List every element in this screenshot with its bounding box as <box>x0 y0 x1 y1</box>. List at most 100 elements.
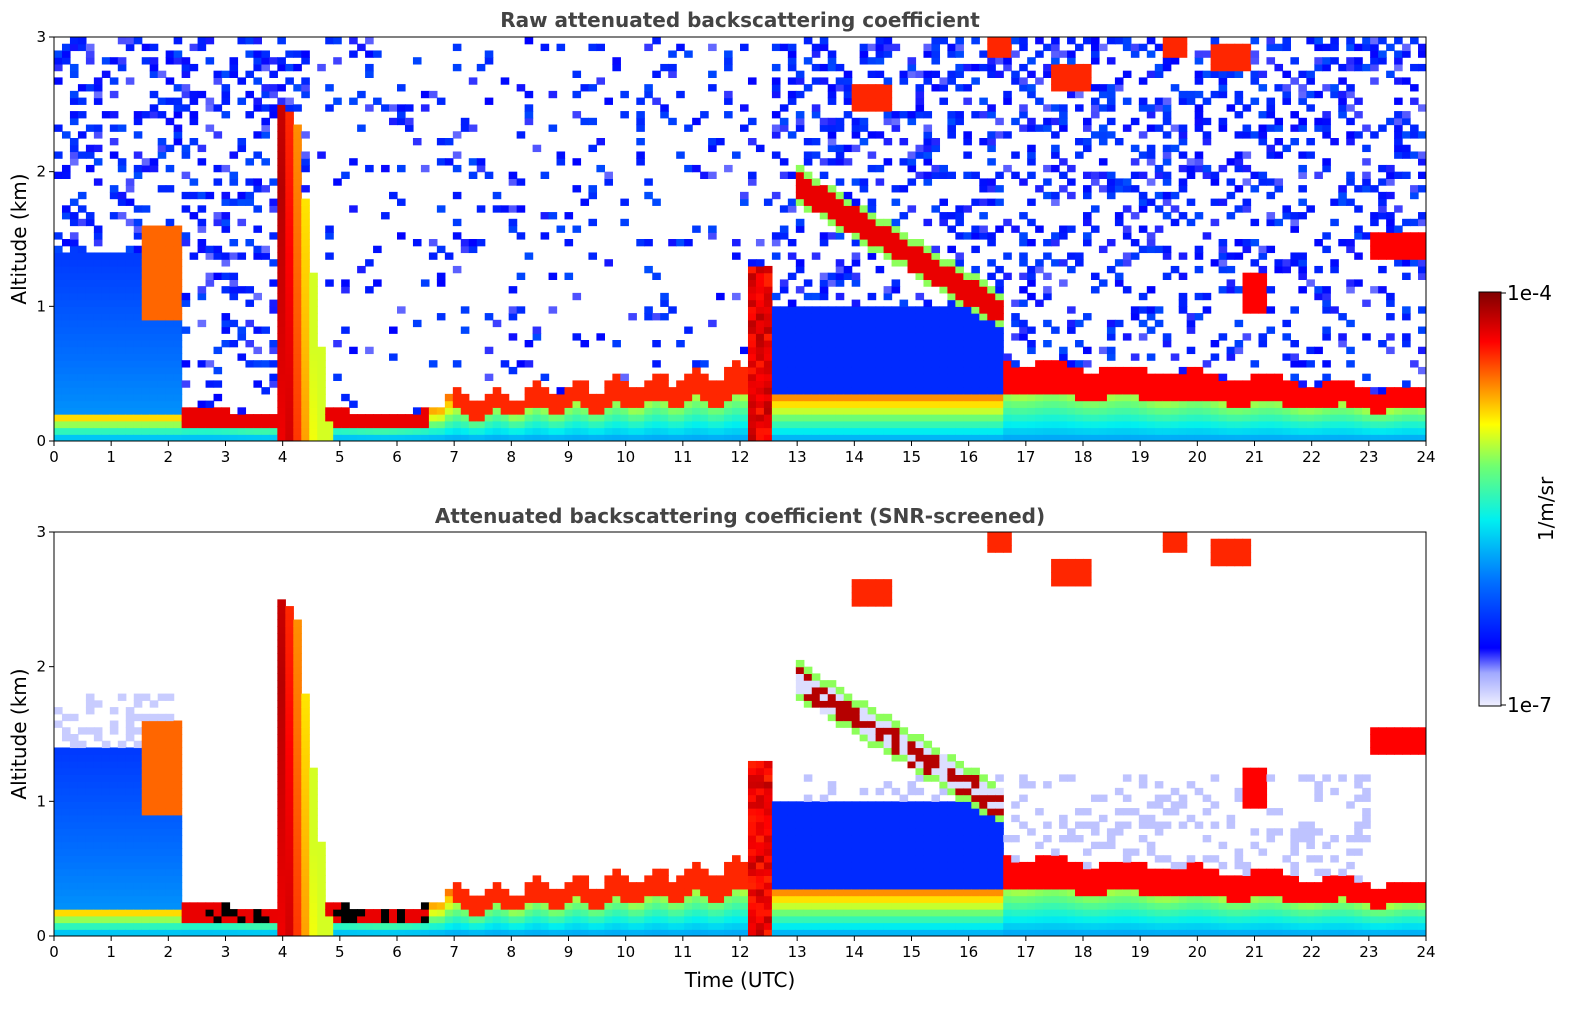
heatmap-cell <box>93 407 103 415</box>
heatmap-cell <box>1051 131 1060 139</box>
heatmap-cell <box>165 279 175 287</box>
heatmap-cell <box>883 77 893 85</box>
heatmap-cell <box>1194 420 1204 429</box>
heatmap-cell <box>69 393 79 402</box>
heatmap-cell <box>277 922 286 930</box>
heatmap-cell <box>373 420 382 429</box>
heatmap-cell <box>1122 387 1132 395</box>
heatmap-cell <box>189 63 199 72</box>
heatmap-cell <box>1130 144 1140 153</box>
heatmap-cell <box>141 272 151 280</box>
heatmap-cell <box>1194 434 1204 441</box>
heatmap-cell <box>309 279 318 287</box>
heatmap-cell <box>1051 84 1060 92</box>
heatmap-cell <box>795 191 805 200</box>
heatmap-cell <box>101 821 111 829</box>
heatmap-cell <box>1258 292 1268 301</box>
heatmap-cell <box>285 340 294 348</box>
heatmap-cell <box>77 353 87 361</box>
heatmap-cell <box>1226 380 1236 388</box>
heatmap-cell <box>644 414 653 422</box>
heatmap-cell <box>1258 306 1268 314</box>
heatmap-cell <box>1346 37 1355 45</box>
heatmap-cell <box>947 70 956 78</box>
heatmap-cell <box>1322 57 1331 65</box>
heatmap-cell <box>747 265 757 274</box>
heatmap-cell <box>492 319 502 328</box>
heatmap-cell <box>979 353 988 361</box>
heatmap-cell <box>843 366 853 375</box>
heatmap-cell <box>859 84 869 92</box>
heatmap-cell <box>1226 70 1236 78</box>
heatmap-cell <box>221 286 231 294</box>
heatmap-cell <box>588 393 598 402</box>
heatmap-cell <box>875 366 885 375</box>
heatmap-cell <box>125 346 135 355</box>
heatmap-cell <box>1067 84 1076 92</box>
heatmap-cell <box>253 427 262 435</box>
heatmap-cell <box>1130 171 1140 179</box>
heatmap-cell <box>1330 420 1339 429</box>
heatmap-cell <box>851 373 861 381</box>
heatmap-cell <box>197 245 207 254</box>
heatmap-cell <box>1218 70 1228 78</box>
heatmap-cell <box>1330 43 1339 52</box>
heatmap-cell <box>117 868 127 876</box>
heatmap-cell <box>109 875 119 883</box>
heatmap-cell <box>109 794 119 802</box>
heatmap-cell <box>883 111 893 119</box>
heatmap-cell <box>891 333 901 341</box>
heatmap-cell <box>787 427 797 435</box>
heatmap-cell <box>237 252 247 260</box>
heatmap-cell <box>1083 191 1092 200</box>
heatmap-cell <box>1402 151 1411 159</box>
heatmap-cell <box>763 265 773 274</box>
heatmap-cell <box>277 888 286 897</box>
heatmap-cell <box>69 63 79 72</box>
heatmap-cell <box>285 117 294 126</box>
heatmap-cell <box>1282 144 1291 153</box>
heatmap-cell <box>428 360 438 368</box>
heatmap-cell <box>293 245 302 254</box>
heatmap-cell <box>500 400 510 408</box>
heatmap-cell <box>85 333 95 341</box>
heatmap-cell <box>349 37 358 45</box>
heatmap-cell <box>54 808 63 816</box>
heatmap-cell <box>779 340 789 348</box>
heatmap-cell <box>803 292 813 301</box>
heatmap-cell <box>1138 104 1148 112</box>
heatmap-cell <box>1314 434 1323 441</box>
heatmap-cell <box>1075 77 1084 85</box>
heatmap-cell <box>69 814 79 823</box>
heatmap-cell <box>979 380 988 388</box>
heatmap-cell <box>317 151 326 159</box>
heatmap-cell <box>69 407 79 415</box>
heatmap-cell <box>955 387 964 395</box>
heatmap-cell <box>1386 252 1395 260</box>
heatmap-cell <box>660 387 669 395</box>
heatmap-cell <box>923 245 933 254</box>
heatmap-cell <box>564 212 574 220</box>
heatmap-cell <box>835 198 845 206</box>
heatmap-cell <box>684 124 693 132</box>
heatmap-cell <box>61 808 71 816</box>
heatmap-cell <box>1202 171 1212 179</box>
heatmap-cell <box>1250 373 1260 381</box>
heatmap-cell <box>755 265 765 274</box>
heatmap-cell <box>740 380 749 388</box>
heatmap-cell <box>604 407 613 415</box>
heatmap-cell <box>1338 63 1347 72</box>
heatmap-cell <box>373 50 382 58</box>
heatmap-cell <box>229 909 239 917</box>
heatmap-cell <box>213 272 223 280</box>
heatmap-cell <box>54 922 63 930</box>
heatmap-cell <box>261 434 270 441</box>
heatmap-cell <box>676 90 685 99</box>
heatmap-cell <box>173 902 183 910</box>
heatmap-cell <box>1178 151 1188 159</box>
heatmap-cell <box>165 767 175 775</box>
heatmap-cell <box>827 144 837 153</box>
heatmap-cell <box>899 245 909 254</box>
heatmap-cell <box>317 387 326 395</box>
heatmap-cell <box>1011 77 1020 85</box>
